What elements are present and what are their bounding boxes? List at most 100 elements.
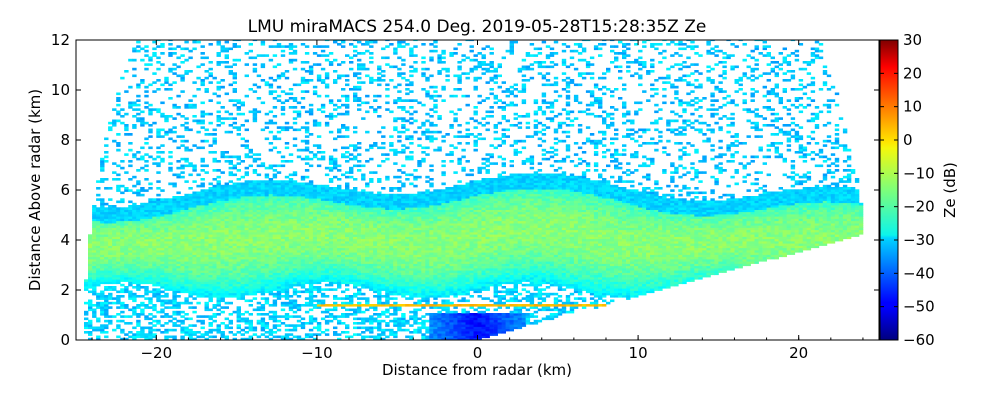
ze-cell [337,252,342,255]
ze-cell [136,191,141,195]
ze-cell [212,133,217,136]
ze-cell [248,250,253,253]
ze-cell [176,234,181,237]
ze-cell [324,304,330,307]
ze-cell [184,326,189,330]
ze-cell [244,310,249,314]
ze-cell [264,241,270,244]
ze-cell [112,328,117,332]
ze-cell [256,198,262,201]
ze-cell [176,166,181,170]
ze-cell [180,175,185,179]
ze-cell [264,290,270,294]
ze-cell [284,317,290,321]
ze-cell [280,209,286,213]
ze-cell [240,211,245,215]
ze-cell [232,279,237,282]
ze-cell [304,333,310,336]
ze-cell [204,218,209,222]
ze-cell [96,238,101,242]
ze-cell [100,326,105,330]
ze-cell [172,139,177,143]
ze-cell [192,227,197,231]
ze-cell [160,157,165,161]
ze-cell [132,261,137,264]
ze-cell [280,252,286,255]
ze-cell [84,310,89,314]
ze-cell [333,252,338,255]
ze-cell [240,333,245,336]
ze-cell [172,200,177,204]
ze-cell [152,274,157,278]
ze-cell [164,283,169,287]
ze-cell [104,250,109,253]
ze-cell [172,216,177,219]
ze-cell [112,261,117,264]
ze-cell [84,301,89,305]
ze-cell [276,241,282,244]
ze-cell [188,162,193,165]
ze-cell [324,310,330,314]
ze-cell [300,238,306,242]
ze-cell [312,209,318,213]
ze-cell [208,191,213,195]
ze-cell [272,254,278,258]
ze-cell [349,245,354,249]
ze-cell [116,200,121,204]
ze-cell [148,130,153,134]
ze-cell [353,99,358,102]
ze-cell [148,135,153,138]
ze-cell [144,292,149,296]
ze-cell [304,211,310,215]
ze-cell [148,205,153,208]
ze-cell [228,331,233,334]
ze-cell [216,308,221,312]
ze-cell [100,324,105,327]
ze-cell [200,292,205,296]
ze-cell [288,225,294,228]
ze-cell [228,130,233,134]
ze-cell [224,47,229,51]
ze-cell [228,160,233,163]
ze-cell [280,247,286,251]
ze-cell [224,337,229,340]
ze-cell [276,202,282,206]
ze-cell [172,263,177,267]
ze-cell [124,270,129,273]
ze-cell [132,256,137,260]
ze-cell [148,263,153,267]
ze-cell [365,74,370,78]
ze-cell [240,245,245,249]
ze-cell [128,263,133,267]
ze-cell [300,106,306,109]
ze-cell [184,160,189,163]
ze-cell [180,166,185,170]
ze-cell [128,225,133,228]
ze-cell [345,272,350,276]
ze-cell [224,216,229,219]
ze-cell [288,259,294,262]
ze-cell [320,106,326,109]
ze-cell [300,90,306,93]
ze-cell [308,277,314,280]
ze-cell [312,223,318,226]
ze-cell [88,256,93,260]
ze-cell [308,261,314,264]
ze-cell [164,220,169,224]
ze-cell [108,211,113,215]
ze-cell [333,333,338,336]
ze-cell [104,216,109,219]
ze-cell [144,207,149,210]
ze-cell [136,211,141,215]
ze-cell [312,45,318,48]
ze-cell [248,223,253,226]
ze-cell [284,189,290,192]
ze-cell [156,299,161,303]
ze-cell [108,126,113,129]
ze-cell [168,243,173,246]
ze-cell [280,234,286,237]
ze-cell [148,108,153,111]
ze-cell [341,173,346,177]
